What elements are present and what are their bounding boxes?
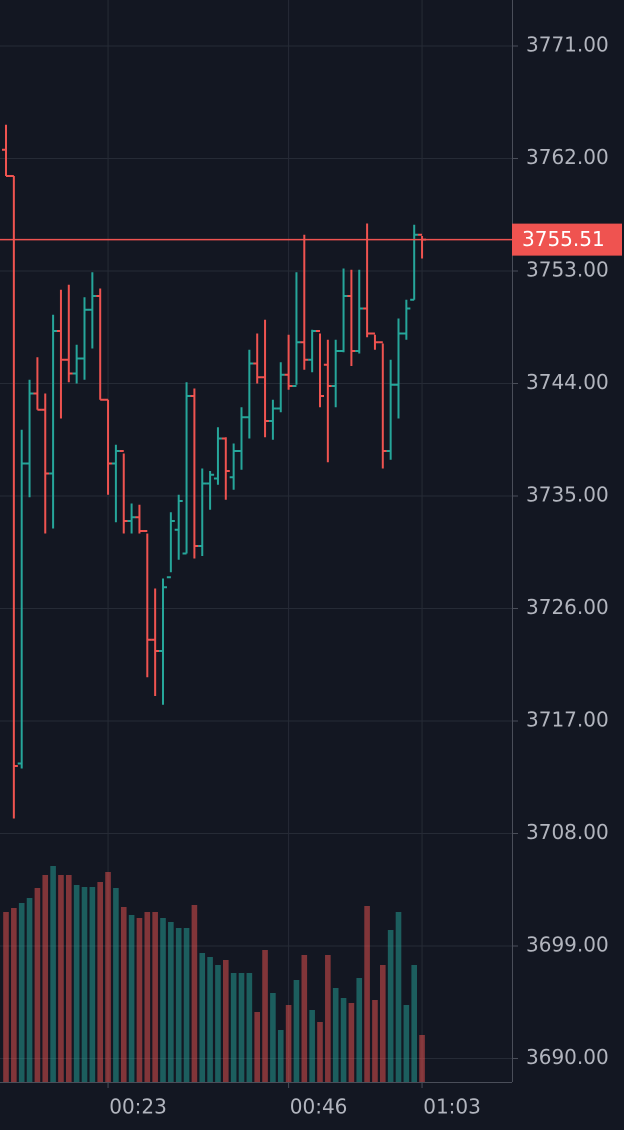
- y-tick-label: 3735.00: [526, 483, 609, 507]
- volume-layer: [3, 866, 425, 1082]
- volume-bar: [160, 918, 166, 1082]
- x-tick-label: 01:03: [423, 1095, 481, 1119]
- volume-bar: [419, 1035, 425, 1082]
- volume-bar: [144, 912, 151, 1082]
- volume-bar: [317, 1022, 323, 1082]
- volume-bar: [18, 903, 25, 1082]
- y-tick-label: 3744.00: [526, 370, 609, 394]
- volume-bar: [26, 898, 33, 1082]
- volume-bar: [207, 957, 213, 1082]
- y-tick-label: 3762.00: [526, 145, 609, 169]
- volume-bar: [89, 887, 96, 1082]
- y-tick-label: 3717.00: [526, 708, 609, 732]
- volume-bar: [285, 1005, 292, 1082]
- volume-bar: [168, 922, 174, 1082]
- y-tick-label: 3708.00: [526, 820, 609, 844]
- volume-bar: [73, 885, 80, 1082]
- last-price-label: 3755.51: [522, 227, 605, 251]
- y-tick-label: 3690.00: [526, 1045, 609, 1069]
- volume-bar: [215, 965, 221, 1082]
- volume-bar: [42, 875, 49, 1082]
- volume-bar: [293, 980, 300, 1082]
- volume-bar: [309, 1010, 315, 1082]
- volume-bar: [348, 1003, 355, 1082]
- y-tick-label: 3753.00: [526, 258, 609, 282]
- volume-bar: [277, 1030, 284, 1082]
- volume-bar: [136, 918, 143, 1082]
- volume-bar: [113, 888, 119, 1082]
- volume-bar: [34, 888, 41, 1082]
- volume-bar: [66, 875, 72, 1082]
- volume-bar: [3, 912, 9, 1082]
- last-price-box: [512, 223, 622, 256]
- volume-bar: [230, 973, 237, 1082]
- volume-bar: [301, 955, 308, 1082]
- volume-bar: [120, 907, 127, 1082]
- volume-bar: [364, 906, 370, 1082]
- volume-bar: [105, 872, 111, 1082]
- volume-bar: [380, 965, 386, 1082]
- volume-bar: [50, 866, 56, 1082]
- volume-bar: [356, 978, 363, 1082]
- volume-bar: [58, 875, 64, 1082]
- volume-bar: [411, 965, 417, 1082]
- volume-bar: [97, 882, 103, 1082]
- volume-bar: [372, 1000, 378, 1082]
- volume-bar: [175, 928, 182, 1082]
- volume-bar: [325, 955, 331, 1082]
- y-tick-label: 3726.00: [526, 595, 609, 619]
- volume-bar: [403, 1005, 410, 1082]
- y-tick-label: 3771.00: [526, 33, 609, 57]
- volume-bar: [270, 993, 276, 1082]
- volume-bar: [254, 1012, 260, 1082]
- volume-bar: [223, 960, 229, 1082]
- axes: 3690.00 3699.00 3708.00 3717.00 3726.00 3735.…: [0, 33, 622, 1119]
- volume-bar: [395, 912, 402, 1082]
- volume-bar: [152, 912, 158, 1082]
- volume-bar: [238, 973, 245, 1082]
- volume-bar: [81, 887, 88, 1082]
- volume-bar: [11, 908, 17, 1082]
- volume-bar: [340, 998, 347, 1082]
- volume-bar: [128, 915, 135, 1082]
- volume-bar: [191, 905, 198, 1082]
- x-tick-label: 00:46: [290, 1095, 348, 1119]
- x-tick-label: 00:23: [109, 1095, 167, 1119]
- price-layer: [2, 124, 427, 819]
- volume-bar: [387, 930, 394, 1082]
- volume-bar: [199, 953, 206, 1082]
- volume-bar: [332, 988, 339, 1082]
- volume-bar: [246, 973, 253, 1082]
- volume-bar: [183, 928, 190, 1082]
- y-tick-label: 3699.00: [526, 933, 609, 957]
- volume-bar: [262, 950, 268, 1082]
